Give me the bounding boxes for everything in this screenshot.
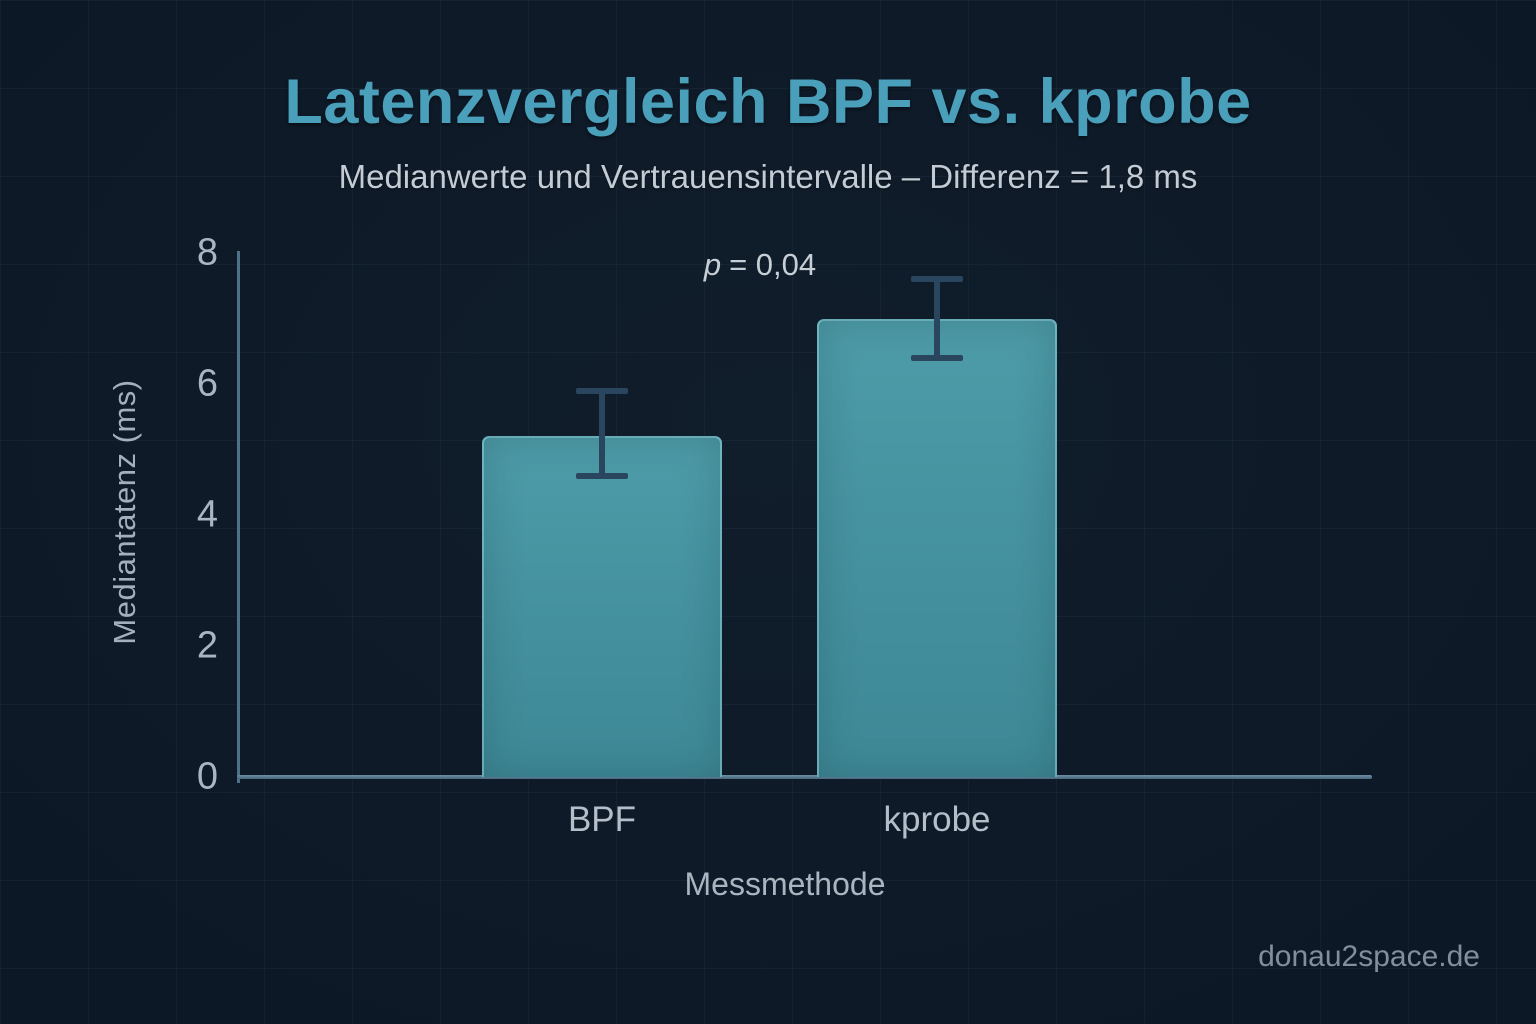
y-tick-label: 2 [196,624,218,667]
error-bar-line-bpf [599,390,605,476]
y-axis-line [237,251,240,783]
y-tick-label: 6 [196,362,218,405]
p-value-text: = 0,04 [729,247,817,282]
x-tick-label-bpf: BPF [567,800,637,839]
bar-bpf [482,436,722,777]
error-bar-line-kprobe [934,279,940,358]
bar-kprobe [817,318,1057,777]
y-tick-label: 8 [196,231,218,274]
error-bar-cap-top-bpf [576,387,628,394]
error-bar-cap-bottom-kprobe [911,354,963,361]
chart-subtitle: Medianwerte und Vertrauensintervalle – D… [338,158,1198,195]
watermark: donau2space.de [1258,940,1480,973]
x-tick-label-kprobe: kprobe [883,800,991,839]
error-bar-cap-bottom-bpf [576,472,628,479]
p-value-annotation: p = 0,04 [704,247,816,283]
x-axis-line [237,775,1372,779]
p-symbol: p [703,247,722,282]
y-tick-label: 4 [196,493,218,536]
x-axis-label: Messmethode [684,866,886,902]
y-tick-label: 0 [196,755,218,798]
error-bar-cap-top-kprobe [911,276,963,283]
chart-title: Latenzvergleich BPF vs. kprobe [284,67,1252,137]
